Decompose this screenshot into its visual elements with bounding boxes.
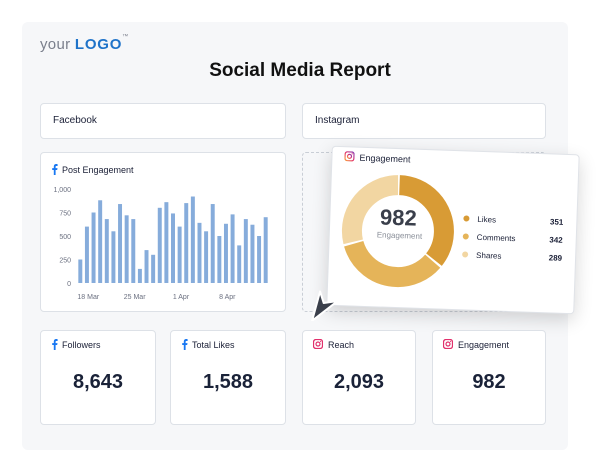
engagement-bar bbox=[104, 219, 109, 283]
legend-label: Comments bbox=[476, 232, 516, 243]
donut-slice bbox=[341, 175, 454, 288]
instagram-engagement-header: Engagement bbox=[344, 151, 411, 164]
metric-value: 1,588 bbox=[202, 371, 254, 393]
instagram-icon bbox=[344, 151, 355, 162]
donut-slice bbox=[341, 175, 454, 288]
engagement-bar bbox=[118, 204, 123, 283]
legend-dot-icon bbox=[462, 251, 469, 258]
metric-card-total-likes[interactable]: Total Likes 1,588 bbox=[170, 330, 286, 425]
metric-label: Followers bbox=[62, 340, 101, 350]
y-tick-label: 1,000 bbox=[53, 187, 71, 194]
metric-header: Followers bbox=[51, 339, 101, 350]
post-engagement-card: Post Engagement 1,000 750 500 250 0 18 Mar 25 … bbox=[40, 152, 286, 312]
metric-header: Engagement bbox=[443, 339, 509, 350]
metric-label: Engagement bbox=[458, 340, 510, 350]
metric-card-engagement[interactable]: Engagement 982 bbox=[432, 330, 546, 425]
y-tick-label: 750 bbox=[59, 211, 71, 218]
engagement-bar bbox=[78, 259, 83, 283]
engagement-bar bbox=[98, 200, 103, 283]
metric-card-reach[interactable]: Reach 2,093 bbox=[302, 330, 416, 425]
legend-item: Shares 289 bbox=[462, 245, 563, 266]
engagement-bar bbox=[230, 214, 235, 283]
facebook-icon bbox=[51, 339, 58, 350]
metric-value: 2,093 bbox=[333, 371, 385, 393]
engagement-bar bbox=[164, 202, 169, 283]
metric-value: 982 bbox=[472, 371, 506, 393]
engagement-bar bbox=[197, 222, 202, 283]
legend-dot-icon bbox=[463, 215, 470, 222]
engagement-bar bbox=[237, 245, 242, 283]
engagement-bar bbox=[257, 236, 262, 283]
post-engagement-bar-chart: 1,000 750 500 250 0 18 Mar 25 Mar 1 Apr 8 Apr bbox=[53, 187, 268, 301]
legend-dot-icon bbox=[462, 233, 469, 240]
facebook-section-header: Facebook bbox=[40, 103, 286, 139]
metric-label: Total Likes bbox=[192, 340, 235, 350]
x-tick-label: 8 Apr bbox=[219, 294, 236, 301]
y-tick-label: 500 bbox=[59, 234, 71, 241]
engagement-bar bbox=[204, 231, 209, 283]
engagement-bar bbox=[144, 250, 149, 283]
y-tick-label: 250 bbox=[59, 258, 71, 265]
facebook-icon bbox=[181, 339, 188, 350]
instagram-section-label: Instagram bbox=[315, 115, 360, 126]
post-engagement-header: Post Engagement bbox=[51, 164, 134, 175]
engagement-bar bbox=[223, 223, 228, 283]
engagement-bar bbox=[111, 231, 116, 283]
instagram-engagement-card[interactable]: Engagement 982 Engagement Likes 351 Commen… bbox=[326, 145, 580, 315]
engagement-bar bbox=[217, 236, 222, 283]
logo: your LOGO™ bbox=[40, 34, 129, 53]
facebook-section-label: Facebook bbox=[53, 115, 97, 126]
x-tick-label: 18 Mar bbox=[77, 294, 99, 301]
facebook-icon bbox=[51, 164, 58, 175]
metric-header: Reach bbox=[313, 339, 354, 350]
x-tick-label: 1 Apr bbox=[173, 294, 190, 301]
engagement-bar bbox=[124, 215, 129, 283]
donut-center: 982 Engagement bbox=[376, 204, 423, 241]
engagement-bar bbox=[151, 254, 156, 283]
engagement-bar bbox=[157, 207, 162, 283]
engagement-bar bbox=[84, 226, 89, 283]
legend-label: Likes bbox=[477, 214, 497, 224]
donut-slice bbox=[341, 175, 454, 288]
engagement-bar bbox=[243, 219, 248, 283]
engagement-bar bbox=[210, 204, 215, 283]
engagement-bar bbox=[171, 213, 175, 283]
instagram-section-header: Instagram bbox=[302, 103, 546, 139]
engagement-bar bbox=[177, 226, 182, 283]
engagement-legend: Likes 351 Comments 342 Shares 289 bbox=[462, 209, 564, 266]
metric-value: 8,643 bbox=[72, 371, 124, 393]
engagement-bar bbox=[263, 217, 268, 283]
page-title: Social Media Report bbox=[209, 60, 391, 81]
legend-label: Shares bbox=[475, 250, 502, 261]
engagement-total: 982 bbox=[379, 204, 418, 231]
instagram-icon bbox=[313, 339, 323, 349]
engagement-bar bbox=[184, 203, 189, 283]
instagram-icon bbox=[443, 339, 453, 349]
metric-label: Reach bbox=[328, 340, 355, 350]
mouse-cursor-icon bbox=[308, 289, 342, 326]
metric-header: Total Likes bbox=[181, 339, 235, 350]
engagement-donut-chart bbox=[341, 175, 454, 288]
y-tick-label: 0 bbox=[67, 281, 71, 288]
engagement-bar bbox=[250, 224, 255, 283]
legend-value: 351 bbox=[549, 216, 564, 227]
engagement-bar bbox=[190, 196, 195, 283]
engagement-bar bbox=[137, 268, 142, 283]
x-tick-label: 25 Mar bbox=[124, 294, 146, 301]
legend-value: 342 bbox=[549, 234, 563, 245]
engagement-total-label: Engagement bbox=[376, 230, 423, 241]
engagement-bar bbox=[91, 212, 96, 283]
legend-value: 289 bbox=[548, 252, 563, 263]
engagement-bar bbox=[131, 219, 136, 283]
metric-card-followers[interactable]: Followers 8,643 bbox=[40, 330, 156, 425]
